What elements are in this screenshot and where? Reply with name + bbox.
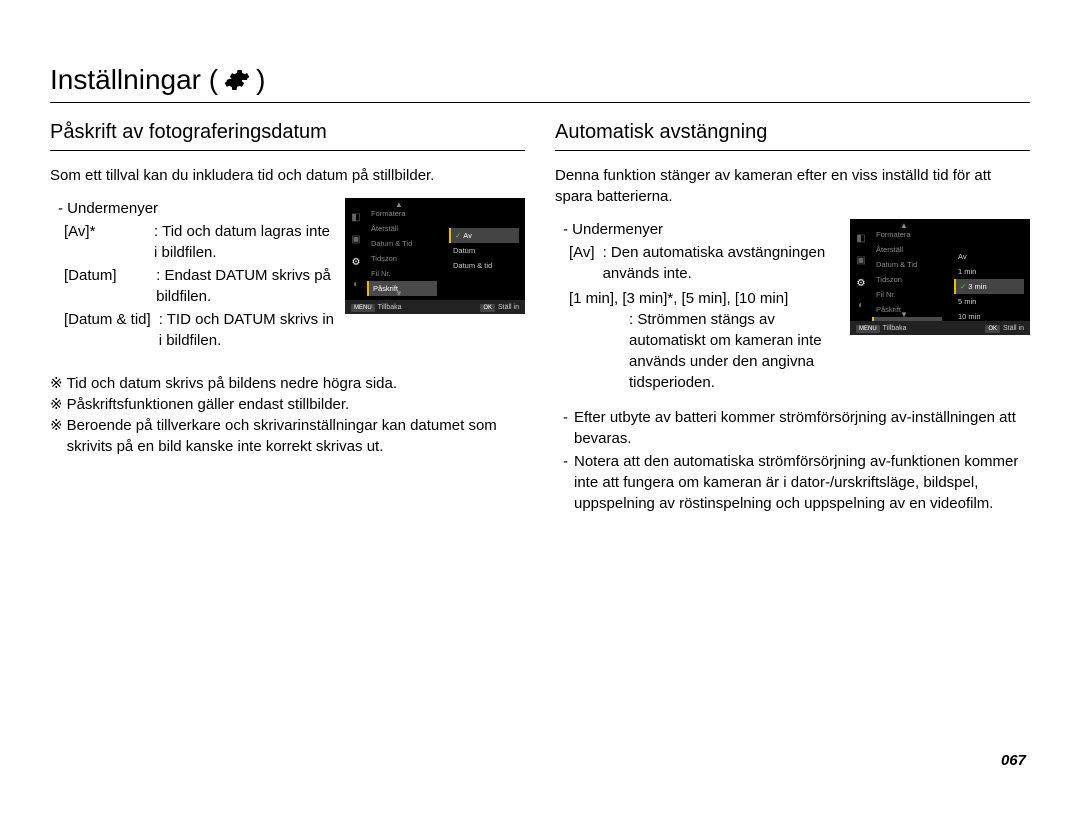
left-definitions: [Av]* : Tid och datum lagras inte i bildf… <box>64 221 335 351</box>
cam-menu-item: Tidszon <box>367 251 437 266</box>
cam-option-item: 5 min <box>954 294 1024 309</box>
def-key: [Av]* <box>64 221 146 242</box>
cam-option-item: Av <box>954 249 1024 264</box>
left-column: Påskrift av fotograferingsdatum Som ett … <box>50 121 525 514</box>
definition-row: [Datum] : Endast DATUM skrivs på bildfile… <box>64 265 335 307</box>
left-submenu-label: - Undermenyer <box>58 198 335 219</box>
cam-option-item: 3 min <box>954 279 1024 294</box>
note-symbol: ※ <box>50 394 63 415</box>
cam-menu-item: Fil Nr. <box>872 287 942 302</box>
right-section-title: Automatisk avstängning <box>555 121 1030 151</box>
cam-option-item: Av <box>449 228 519 243</box>
camera-menu-imprint: ▲ ◧ ▣ ⚙ ◐ FormateraÅterställDatum & TidT… <box>345 198 525 314</box>
def-key: [Datum] <box>64 265 148 286</box>
cam-menu-item: Formatera <box>367 206 437 221</box>
gear-icon: ⚙ <box>352 257 361 268</box>
right-submenu-label: - Undermenyer <box>563 219 840 240</box>
page-number: 067 <box>1001 752 1026 769</box>
right-notes: -Efter utbyte av batteri kommer strömför… <box>555 407 1030 514</box>
cam-menu-item: Återställ <box>872 242 942 257</box>
def-value: : TID och DATUM skrivs in i bildfilen. <box>159 309 335 351</box>
left-notes: ※Tid och datum skrivs på bildens nedre h… <box>50 373 525 457</box>
right-column: Automatisk avstängning Denna funktion st… <box>555 121 1030 514</box>
cam-menu-item: Tidszon <box>872 272 942 287</box>
def-key: [Datum & tid] <box>64 309 151 330</box>
gear-icon <box>224 67 250 93</box>
dash-text: Efter utbyte av batteri kommer strömförs… <box>574 407 1030 449</box>
left-intro: Som ett tillval kan du inkludera tid och… <box>50 165 525 186</box>
note-line: ※Påskriftsfunktionen gäller endast still… <box>50 394 525 415</box>
gear-icon: ⚙ <box>857 278 866 289</box>
title-suffix: ) <box>256 64 265 96</box>
title-text: Inställningar ( <box>50 64 218 96</box>
dash-symbol: - <box>563 407 568 449</box>
definition-row: [Datum & tid] : TID och DATUM skrivs in i… <box>64 309 335 351</box>
cam-menu-item: Datum & Tid <box>872 257 942 272</box>
right-av-row: [Av] : Den automatiska avstängningen anv… <box>569 242 840 284</box>
note-line: ※Beroende på tillverkare och skrivarinst… <box>50 415 525 457</box>
note-line: ※Tid och datum skrivs på bildens nedre h… <box>50 373 525 394</box>
cam-menu-item: Fil Nr. <box>367 266 437 281</box>
dash-symbol: - <box>563 451 568 514</box>
dash-note: -Efter utbyte av batteri kommer strömför… <box>555 407 1030 449</box>
cam-menu-item: Återställ <box>367 221 437 236</box>
note-text: Påskriftsfunktionen gäller endast stillb… <box>67 394 350 415</box>
cam-menu-item: Formatera <box>872 227 942 242</box>
note-symbol: ※ <box>50 415 63 457</box>
cam-menu-item: Datum & Tid <box>367 236 437 251</box>
cam-option-item: 1 min <box>954 264 1024 279</box>
right-times-line: [1 min], [3 min]*, [5 min], [10 min] <box>569 288 840 309</box>
note-symbol: ※ <box>50 373 63 394</box>
camera-menu-autooff: ▲ ◧ ▣ ⚙ ◐ FormateraÅterställDatum & TidT… <box>850 219 1030 335</box>
page-title: Inställningar ( ) <box>50 64 1030 103</box>
right-times-desc: : Strömmen stängs av automatiskt om kame… <box>629 309 840 393</box>
def-value: : Tid och datum lagras inte i bildfilen. <box>154 221 335 263</box>
cam-option-item: Datum <box>449 243 519 258</box>
note-text: Beroende på tillverkare och skrivarinstä… <box>67 415 525 457</box>
cam-option-item: Datum & tid <box>449 258 519 273</box>
dash-note: -Notera att den automatiska strömförsörj… <box>555 451 1030 514</box>
right-intro: Denna funktion stänger av kameran efter … <box>555 165 1030 207</box>
dash-text: Notera att den automatiska strömförsörjn… <box>574 451 1030 514</box>
def-value: : Endast DATUM skrivs på bildfilen. <box>156 265 335 307</box>
left-section-title: Påskrift av fotograferingsdatum <box>50 121 525 151</box>
note-text: Tid och datum skrivs på bildens nedre hö… <box>67 373 397 394</box>
definition-row: [Av]* : Tid och datum lagras inte i bildf… <box>64 221 335 263</box>
